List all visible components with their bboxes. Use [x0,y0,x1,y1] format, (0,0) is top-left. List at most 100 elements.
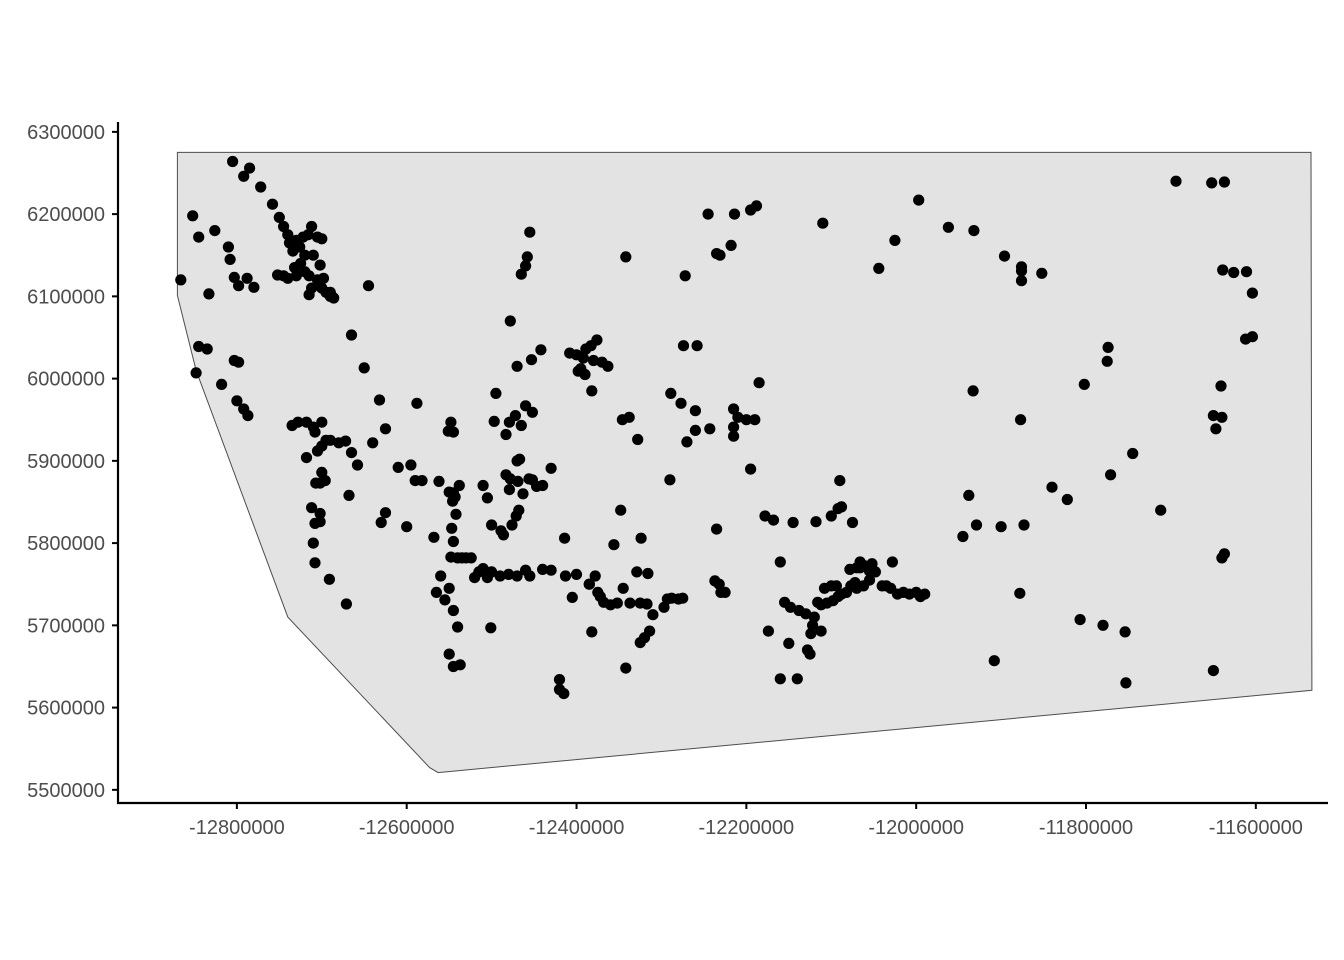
axes: 5500000 5600000 5700000 5800000 5900000 60000… [27,122,1328,839]
data-point [316,233,328,245]
x-tick-label: -12400000 [529,817,625,839]
data-point [1102,341,1114,353]
data-point [447,604,459,617]
data-point [611,597,623,609]
data-point [689,424,702,436]
data-point [248,281,260,293]
data-point [545,564,557,576]
data-point [642,567,654,580]
data-point [504,315,516,327]
data-point [454,659,466,671]
data-point [762,625,775,637]
data-point [299,249,311,261]
data-point [193,340,205,353]
data-point [810,516,822,528]
data-point [535,344,547,356]
data-point [209,225,221,237]
data-point [623,411,635,423]
data-point [340,598,352,610]
region-polygon [176,151,1313,774]
data-point [728,208,741,220]
data-point [658,601,670,613]
data-point [818,582,831,594]
data-point [203,288,215,300]
data-point [1078,378,1090,390]
data-point [728,421,740,433]
data-point [201,343,213,355]
data-point [1240,266,1253,278]
data-point [784,601,797,613]
data-point [379,507,392,519]
data-point [294,241,306,253]
data-point [175,274,187,286]
data-point [715,586,727,599]
data-point [591,334,603,346]
data-point [373,394,386,406]
data-point [1207,665,1219,677]
x-tick-label: -11800000 [1039,817,1133,839]
data-point [804,648,816,660]
data-point [967,385,979,397]
data-point [854,562,866,574]
data-point [477,563,489,575]
data-point [873,262,885,274]
data-point [524,226,536,238]
data-point [631,566,643,578]
data-point [227,155,239,168]
data-point [526,474,539,486]
data-point [665,387,677,399]
data-point [602,360,614,372]
data-point [228,271,240,283]
data-point [303,289,315,301]
data-point [300,452,313,464]
data-point [1046,481,1058,493]
data-point [691,340,703,352]
data-point [913,194,925,206]
data-point [379,423,392,435]
data-point [791,673,803,685]
data-point [316,416,328,428]
data-point [732,411,744,423]
data-point [443,582,455,594]
data-point [190,367,202,379]
data-point [517,488,529,500]
data-point [494,570,506,582]
data-point [292,416,304,428]
data-point [1074,614,1086,626]
data-point [453,479,465,492]
data-point [942,221,955,233]
data-point [238,170,250,182]
data-point [447,535,459,548]
data-point [503,568,515,581]
data-point [553,674,566,686]
data-point [1217,264,1229,276]
data-point [1216,411,1228,423]
data-point [728,403,740,415]
data-point [439,594,451,606]
data-point [521,251,533,263]
data-point [509,410,521,422]
data-point [704,423,716,435]
data-point [1155,504,1167,516]
data-point [362,280,375,292]
data-point [919,588,931,600]
data-point [635,532,647,544]
data-point [711,523,723,535]
data-point [447,426,459,438]
region-polygon-layer [176,151,1313,774]
data-point [620,662,632,674]
y-tick-label: 5800000 [27,533,105,555]
data-point [753,377,765,389]
y-tick-label: 6100000 [27,286,105,308]
data-point [405,459,417,471]
data-point [328,292,340,304]
data-point [520,260,532,272]
data-point [740,414,753,426]
data-point [351,459,364,471]
data-point [430,586,442,599]
data-point [1228,266,1240,279]
data-point [244,162,256,174]
data-point [537,563,549,576]
data-point [559,570,572,582]
